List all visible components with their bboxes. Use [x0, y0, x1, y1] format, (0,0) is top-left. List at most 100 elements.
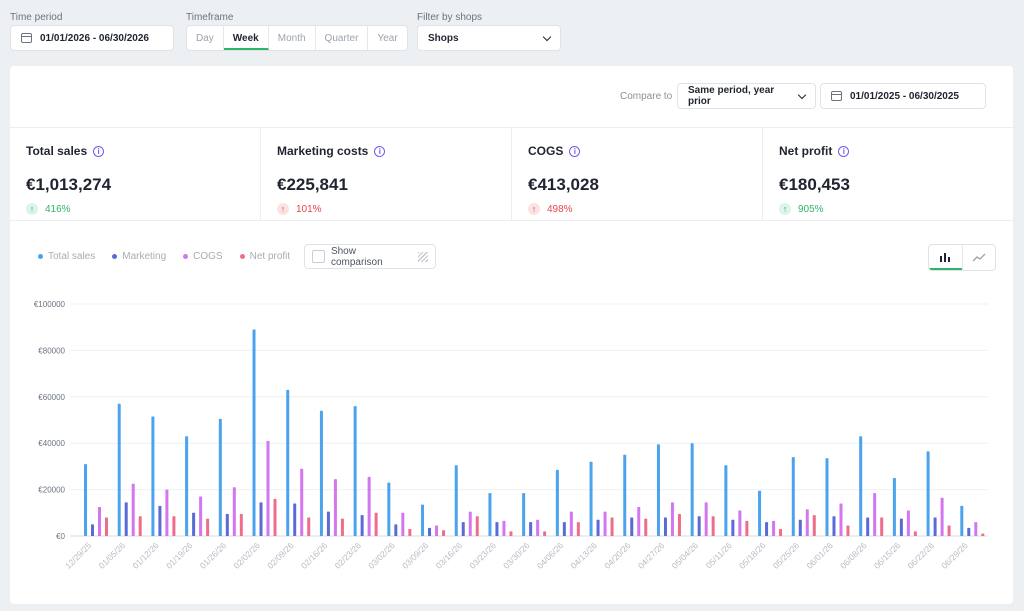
bar-cogs[interactable] — [300, 468, 304, 536]
bar-net-profit[interactable] — [610, 517, 614, 536]
bar-total-sales[interactable] — [252, 329, 256, 536]
bar-net-profit[interactable] — [442, 530, 446, 536]
bar-total-sales[interactable] — [623, 454, 627, 536]
bar-cogs[interactable] — [805, 509, 809, 536]
bar-net-profit[interactable] — [677, 513, 681, 536]
bar-cogs[interactable] — [772, 520, 776, 536]
bar-total-sales[interactable] — [84, 464, 87, 536]
bar-cogs[interactable] — [266, 440, 270, 536]
bar-net-profit[interactable] — [475, 516, 479, 536]
bar-marketing[interactable] — [124, 502, 128, 536]
bar-net-profit[interactable] — [172, 516, 176, 536]
timeframe-week[interactable]: Week — [223, 26, 269, 50]
bar-cogs[interactable] — [940, 497, 944, 536]
bar-net-profit[interactable] — [745, 520, 749, 536]
bar-marketing[interactable] — [529, 522, 533, 536]
bar-marketing[interactable] — [360, 515, 364, 536]
bar-cogs[interactable] — [468, 511, 472, 536]
bar-marketing[interactable] — [259, 502, 263, 536]
bar-cogs[interactable] — [974, 522, 978, 536]
bar-net-profit[interactable] — [307, 517, 311, 536]
bar-net-profit[interactable] — [812, 515, 816, 536]
bar-total-sales[interactable] — [319, 410, 323, 536]
timeframe-year[interactable]: Year — [377, 32, 398, 44]
bar-net-profit[interactable] — [374, 512, 378, 536]
bar-cogs[interactable] — [670, 502, 674, 536]
bar-cogs[interactable] — [435, 525, 439, 536]
bar-total-sales[interactable] — [758, 490, 762, 536]
compare-date-picker[interactable]: 01/01/2025 - 06/30/2025 — [820, 83, 986, 109]
bar-cogs[interactable] — [536, 519, 540, 536]
bar-marketing[interactable] — [428, 527, 432, 536]
bar-total-sales[interactable] — [926, 451, 930, 536]
legend-net-profit[interactable]: Net profit — [239, 251, 290, 262]
bar-total-sales[interactable] — [960, 505, 964, 536]
bar-total-sales[interactable] — [555, 469, 559, 536]
bar-net-profit[interactable] — [239, 513, 243, 536]
bar-cogs[interactable] — [333, 479, 337, 536]
bar-total-sales[interactable] — [656, 444, 660, 536]
bar-marketing[interactable] — [596, 519, 600, 536]
bar-total-sales[interactable] — [522, 493, 526, 536]
bar-total-sales[interactable] — [724, 465, 728, 536]
bar-marketing[interactable] — [293, 503, 297, 536]
bar-marketing[interactable] — [731, 519, 735, 536]
info-icon[interactable]: i — [93, 145, 105, 157]
bar-marketing[interactable] — [495, 522, 499, 536]
bar-total-sales[interactable] — [892, 478, 896, 536]
bar-cogs[interactable] — [502, 520, 506, 536]
bar-net-profit[interactable] — [846, 525, 850, 536]
bar-net-profit[interactable] — [543, 531, 547, 536]
bar-marketing[interactable] — [663, 517, 667, 536]
bar-marketing[interactable] — [91, 524, 94, 536]
bar-total-sales[interactable] — [218, 418, 222, 536]
bar-total-sales[interactable] — [859, 436, 863, 536]
bar-marketing[interactable] — [461, 522, 465, 536]
bar-net-profit[interactable] — [779, 529, 783, 536]
bar-total-sales[interactable] — [488, 493, 492, 536]
bar-marketing[interactable] — [798, 519, 802, 536]
bar-marketing[interactable] — [192, 512, 196, 536]
bar-cogs[interactable] — [131, 483, 135, 536]
bar-net-profit[interactable] — [138, 516, 142, 536]
bar-net-profit[interactable] — [206, 518, 210, 536]
bar-net-profit[interactable] — [105, 517, 108, 536]
bar-total-sales[interactable] — [791, 457, 795, 536]
bar-total-sales[interactable] — [825, 458, 829, 536]
bar-marketing[interactable] — [158, 505, 162, 536]
bar-net-profit[interactable] — [981, 533, 985, 536]
legend-total-sales[interactable]: Total sales — [38, 251, 95, 262]
bar-marketing[interactable] — [630, 517, 634, 536]
bar-cogs[interactable] — [199, 496, 203, 536]
bar-marketing[interactable] — [899, 518, 903, 536]
bar-total-sales[interactable] — [151, 416, 155, 536]
info-icon[interactable]: i — [569, 145, 581, 157]
legend-marketing[interactable]: Marketing — [112, 251, 166, 262]
bar-marketing[interactable] — [832, 516, 836, 536]
bar-net-profit[interactable] — [711, 516, 715, 536]
bar-marketing[interactable] — [562, 522, 566, 536]
bar-cogs[interactable] — [637, 507, 641, 536]
bar-marketing[interactable] — [866, 517, 870, 536]
bar-cogs[interactable] — [98, 507, 101, 536]
bar-total-sales[interactable] — [421, 504, 425, 536]
show-comparison-toggle[interactable]: Show comparison — [304, 244, 436, 269]
bar-total-sales[interactable] — [286, 389, 290, 536]
bar-total-sales[interactable] — [185, 436, 189, 536]
bar-cogs[interactable] — [401, 512, 405, 536]
time-period-picker[interactable]: 01/01/2026 - 06/30/2026 — [10, 25, 174, 51]
timeframe-day[interactable]: Day — [187, 26, 224, 50]
bar-net-profit[interactable] — [947, 525, 951, 536]
bar-total-sales[interactable] — [690, 443, 694, 536]
bar-cogs[interactable] — [738, 510, 742, 536]
bar-marketing[interactable] — [225, 513, 229, 536]
info-icon[interactable]: i — [838, 145, 850, 157]
bar-cogs[interactable] — [367, 476, 371, 536]
bar-net-profit[interactable] — [880, 517, 884, 536]
bar-net-profit[interactable] — [273, 498, 277, 536]
bar-total-sales[interactable] — [454, 465, 458, 536]
timeframe-month[interactable]: Month — [269, 26, 316, 50]
bar-total-sales[interactable] — [387, 482, 391, 536]
bar-marketing[interactable] — [394, 524, 398, 536]
bar-net-profit[interactable] — [576, 522, 580, 536]
